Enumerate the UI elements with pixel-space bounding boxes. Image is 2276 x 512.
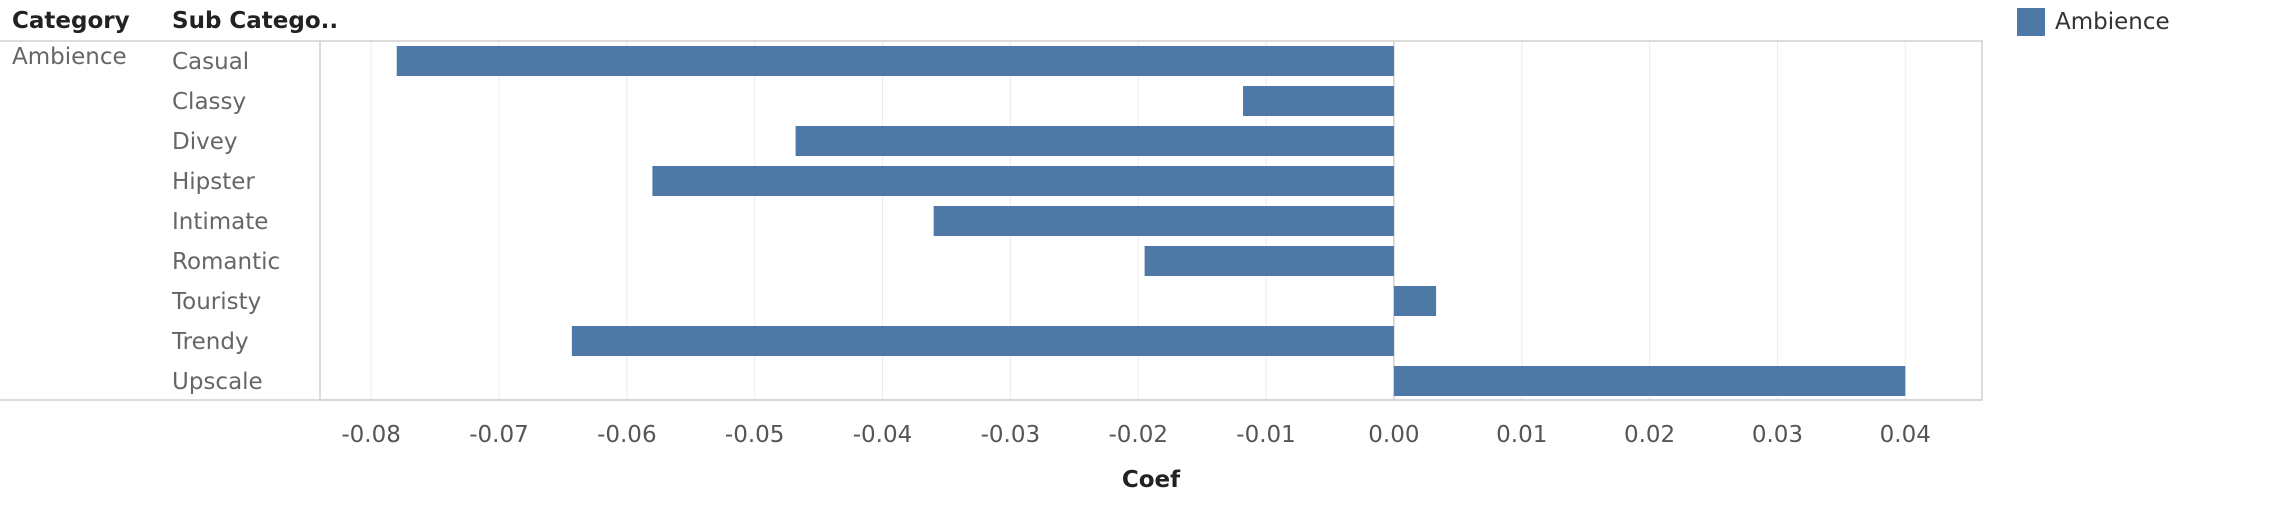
x-tick-label: -0.03	[981, 422, 1041, 448]
x-axis-title: Coef	[1121, 467, 1181, 493]
row-label: Upscale	[172, 369, 263, 395]
row-label: Romantic	[172, 249, 280, 275]
bar	[396, 46, 1394, 76]
x-tick-label: -0.08	[341, 422, 401, 448]
legend-swatch	[2017, 8, 2045, 36]
row-label: Classy	[172, 89, 246, 115]
row-label: Divey	[172, 129, 237, 155]
x-tick-label: -0.01	[1236, 422, 1296, 448]
x-tick-label: 0.01	[1496, 422, 1547, 448]
x-tick-label: -0.02	[1108, 422, 1168, 448]
bar	[795, 126, 1394, 156]
bar	[933, 206, 1394, 236]
bar	[1393, 366, 1906, 396]
row-label: Trendy	[171, 329, 249, 355]
sub-category-header[interactable]: Sub Catego..	[172, 8, 339, 34]
legend[interactable]: Ambience	[2017, 8, 2170, 36]
x-tick-label: -0.04	[853, 422, 913, 448]
x-tick-label: 0.02	[1624, 422, 1675, 448]
x-tick-label: 0.03	[1752, 422, 1803, 448]
category-header: Category	[12, 8, 130, 34]
bar	[652, 166, 1394, 196]
category-value: Ambience	[12, 44, 127, 70]
bar	[571, 326, 1394, 356]
legend-label: Ambience	[2055, 9, 2170, 35]
x-tick-label: 0.00	[1368, 422, 1419, 448]
x-tick-label: -0.05	[725, 422, 785, 448]
x-tick-label: -0.07	[469, 422, 529, 448]
row-label: Intimate	[172, 209, 268, 235]
x-tick-label: 0.04	[1880, 422, 1931, 448]
bar	[1243, 86, 1394, 116]
bar	[1144, 246, 1394, 276]
bar	[1393, 286, 1437, 316]
row-label: Hipster	[172, 169, 255, 195]
row-label: Touristy	[171, 289, 261, 315]
x-tick-label: -0.06	[597, 422, 657, 448]
row-label: Casual	[172, 49, 249, 75]
